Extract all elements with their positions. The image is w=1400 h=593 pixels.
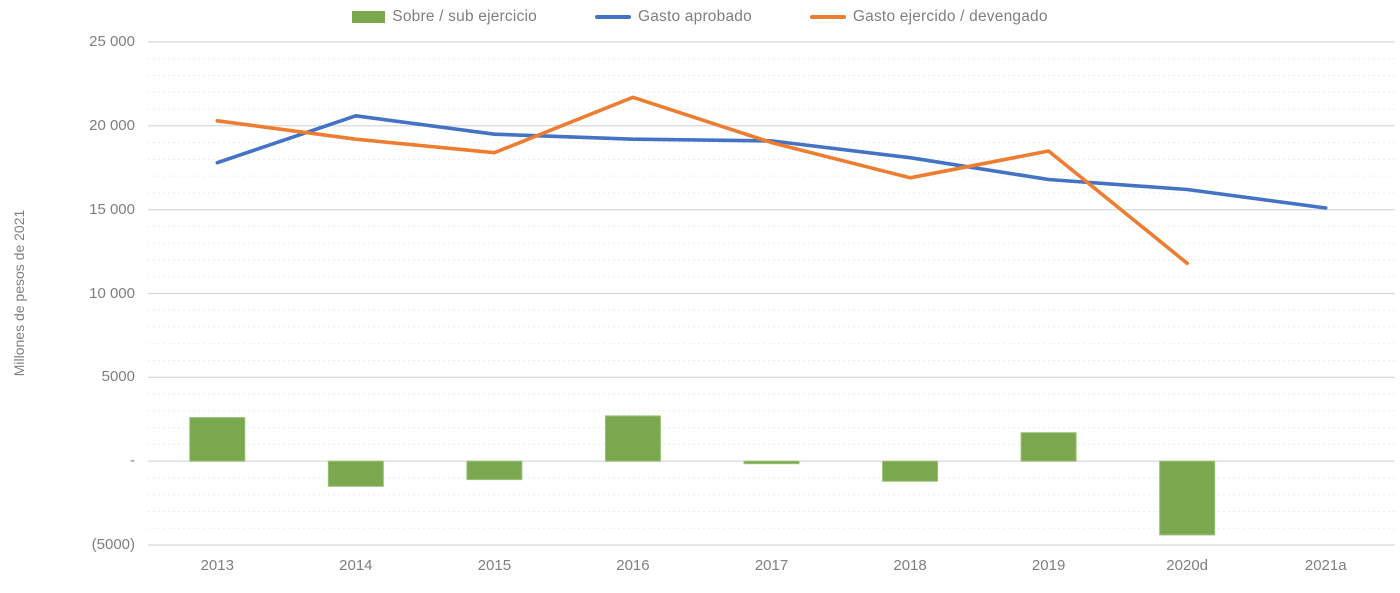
line-swatch-icon: [594, 15, 631, 19]
bar-2013: [189, 417, 246, 462]
bar-2019: [1020, 432, 1077, 462]
y-tick-label: 10 000: [89, 284, 135, 302]
legend-label: Gasto ejercido / devengado: [852, 8, 1048, 25]
x-tick-label: 2013: [200, 557, 234, 574]
x-tick-label: 2018: [893, 557, 927, 574]
bar-2016: [604, 415, 661, 462]
legend-item-sobre-sub-ejercicio: Sobre / sub ejercicio: [352, 8, 537, 26]
x-tick-label: 2019: [1031, 557, 1066, 574]
line-series: [215, 114, 1328, 210]
x-tick-label: 2015: [477, 557, 512, 574]
x-tick-label: 2021a: [1304, 557, 1347, 574]
x-tick-label: 2017: [754, 557, 789, 574]
chart-legend: Sobre / sub ejercicio Gasto aprobado Gas…: [0, 8, 1400, 26]
line-swatch-icon: [809, 15, 846, 19]
y-tick-label: 25 000: [89, 33, 135, 50]
bar-2014: [327, 460, 384, 487]
bar-2017: [743, 460, 800, 465]
bar-2018: [882, 460, 939, 482]
x-tick-label: 2014: [339, 557, 373, 574]
legend-label: Gasto aprobado: [637, 8, 752, 25]
y-tick-label: -: [130, 452, 135, 470]
line-series: [215, 95, 1189, 266]
bar-2015: [466, 460, 523, 481]
y-tick-label: 5000: [101, 368, 135, 386]
legend-item-gasto-ejercido: Gasto ejercido / devengado: [809, 8, 1048, 26]
y-tick-label: 15 000: [89, 200, 135, 218]
x-tick-label: 2020d: [1166, 557, 1209, 574]
legend-item-gasto-aprobado: Gasto aprobado: [594, 8, 752, 26]
bar-2020d: [1159, 460, 1216, 536]
legend-label: Sobre / sub ejercicio: [392, 8, 537, 25]
x-tick-label: 2016: [616, 557, 650, 574]
y-tick-label: (5000): [91, 536, 135, 553]
bar-swatch-icon: [352, 11, 386, 23]
y-tick-label: 20 000: [89, 116, 135, 134]
